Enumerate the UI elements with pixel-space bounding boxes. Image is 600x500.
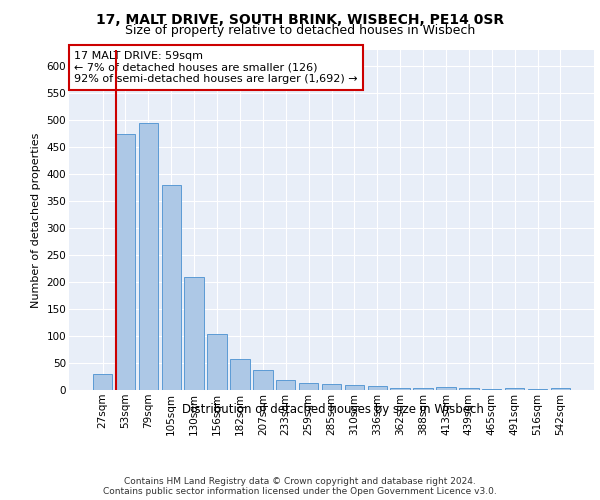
Bar [505,388,524,390]
Text: 17 MALT DRIVE: 59sqm
← 7% of detached houses are smaller (126)
92% of semi-detac: 17 MALT DRIVE: 59sqm ← 7% of detached ho… [74,51,358,84]
Bar [161,185,181,390]
Bar [230,359,250,390]
Y-axis label: Number of detached properties: Number of detached properties [31,132,41,308]
Bar [299,383,319,390]
Text: Contains HM Land Registry data © Crown copyright and database right 2024.
Contai: Contains HM Land Registry data © Crown c… [103,476,497,496]
Bar [116,134,135,390]
Bar [184,276,204,390]
Text: Distribution of detached houses by size in Wisbech: Distribution of detached houses by size … [182,402,484,415]
Bar [344,384,364,390]
Bar [459,388,479,390]
Bar [436,388,455,390]
Bar [368,386,387,390]
Bar [139,123,158,390]
Bar [276,380,295,390]
Bar [413,388,433,390]
Bar [391,388,410,390]
Bar [322,384,341,390]
Bar [208,334,227,390]
Bar [253,370,272,390]
Bar [551,388,570,390]
Text: Size of property relative to detached houses in Wisbech: Size of property relative to detached ho… [125,24,475,37]
Bar [93,374,112,390]
Text: 17, MALT DRIVE, SOUTH BRINK, WISBECH, PE14 0SR: 17, MALT DRIVE, SOUTH BRINK, WISBECH, PE… [96,12,504,26]
